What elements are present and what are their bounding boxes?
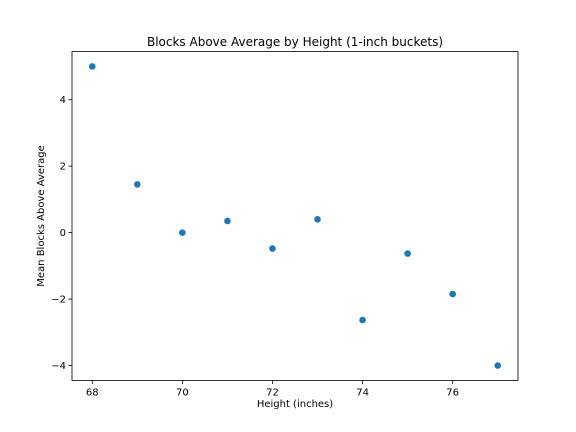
- x-tick-label: 72: [266, 388, 279, 399]
- x-tick-label: 70: [176, 388, 189, 399]
- data-points: [88, 63, 502, 369]
- x-tick-label: 68: [86, 388, 99, 399]
- y-tick-label: −4: [51, 361, 66, 372]
- data-point-1: [88, 63, 96, 70]
- data-point-4: [224, 217, 231, 225]
- y-tick-label: 4: [60, 95, 66, 106]
- y-tick-label: 0: [60, 228, 66, 239]
- x-tick-label: 76: [446, 388, 459, 399]
- data-point-10: [494, 362, 502, 369]
- axis-ticks: 68 70 72 74 76 −4 −2 0 2 4: [51, 95, 459, 398]
- data-point-9: [449, 290, 456, 298]
- data-point-5: [269, 245, 276, 252]
- data-point-8: [404, 250, 411, 257]
- y-tick-label: 2: [60, 162, 66, 173]
- x-axis-label: Height (inches): [257, 399, 333, 410]
- plot-area-frame: [71, 51, 519, 381]
- data-point-2: [134, 181, 141, 188]
- x-tick-label: 74: [356, 388, 369, 399]
- chart-title: Blocks Above Average by Height (1-inch b…: [147, 35, 443, 49]
- y-tick-label: −2: [51, 295, 66, 306]
- data-point-7: [359, 316, 366, 324]
- data-point-6: [314, 216, 321, 223]
- data-point-3: [179, 229, 186, 236]
- y-axis-label: Mean Blocks Above Average: [36, 145, 47, 286]
